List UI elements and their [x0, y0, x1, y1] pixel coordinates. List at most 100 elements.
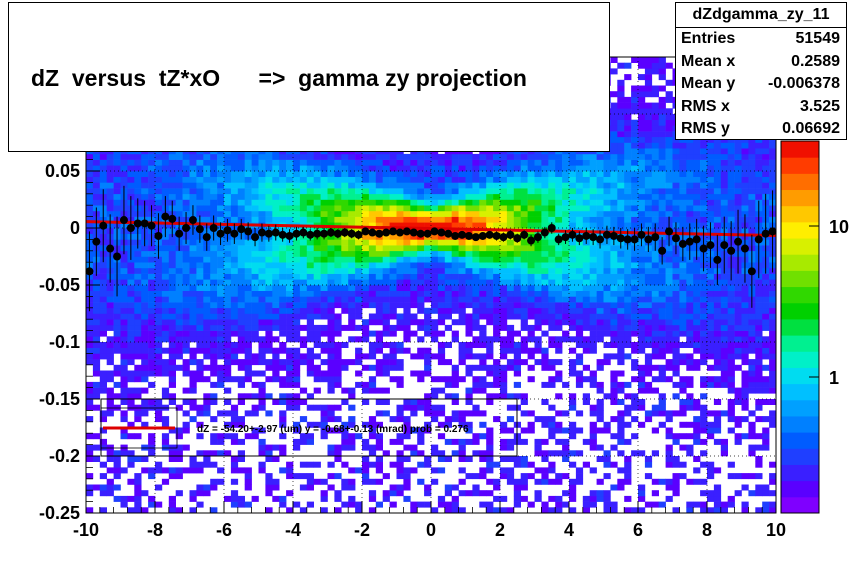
heatmap-cell — [99, 484, 107, 491]
heatmap-cell — [120, 501, 128, 508]
heatmap-cell — [299, 416, 308, 423]
heatmap-cell — [610, 330, 618, 337]
heatmap-cell — [610, 279, 618, 286]
heatmap-cell — [500, 279, 508, 286]
heatmap-cell — [548, 433, 556, 440]
heatmap-cell — [299, 302, 308, 309]
heatmap-cell — [410, 319, 418, 326]
heatmap-cell — [486, 256, 494, 263]
heatmap-cell — [134, 285, 142, 291]
heatmap-cell — [313, 376, 321, 383]
heatmap-cell — [210, 319, 218, 326]
heatmap-cell — [431, 256, 439, 263]
heatmap-cell — [665, 444, 673, 451]
heatmap-cell — [548, 302, 556, 309]
heatmap-cell — [493, 222, 501, 229]
heatmap-cell — [638, 324, 646, 331]
heatmap-cell — [444, 250, 452, 257]
heatmap-cell — [631, 119, 639, 126]
heatmap-cell — [665, 165, 673, 172]
heatmap-cell — [437, 239, 446, 246]
heatmap-cell — [182, 410, 190, 417]
heatmap-cell — [638, 108, 646, 115]
heatmap-cell — [327, 250, 335, 257]
heatmap-cell — [375, 467, 383, 474]
heatmap-cell — [127, 342, 135, 348]
heatmap-cell — [575, 193, 584, 200]
heatmap-cell — [258, 319, 266, 326]
heatmap-cell — [617, 62, 625, 69]
heatmap-cell — [306, 285, 314, 291]
heatmap-cell — [375, 216, 383, 223]
heatmap-cell — [134, 370, 142, 377]
heatmap-cell — [437, 376, 446, 383]
heatmap-cell — [644, 256, 653, 263]
heatmap-cell — [286, 216, 294, 223]
heatmap-cell — [265, 484, 273, 491]
heatmap-cell — [555, 307, 563, 314]
heatmap-cell — [334, 359, 342, 366]
heatmap-cell — [493, 416, 501, 423]
heatmap-cell — [451, 222, 459, 229]
heatmap-cell — [237, 336, 245, 343]
heatmap-cell — [286, 176, 294, 183]
heatmap-cell — [224, 495, 232, 502]
heatmap-cell — [520, 285, 528, 291]
heatmap-cell — [424, 296, 432, 303]
heatmap-cell — [224, 324, 232, 331]
heatmap-cell — [313, 245, 321, 252]
heatmap-cell — [500, 313, 508, 320]
heatmap-cell — [168, 267, 176, 274]
heatmap-cell — [410, 171, 418, 177]
heatmap-cell — [182, 319, 190, 326]
heatmap-cell — [638, 165, 646, 172]
heatmap-cell — [279, 359, 287, 366]
heatmap-cell — [244, 433, 252, 440]
heatmap-cell — [168, 188, 176, 195]
heatmap-cell — [265, 359, 273, 366]
heatmap-cell — [582, 461, 590, 468]
heatmap-cell — [389, 245, 397, 252]
heatmap-cell — [258, 461, 266, 468]
heatmap-cell — [217, 347, 225, 354]
heatmap-cell — [541, 153, 549, 160]
heatmap-cell — [582, 296, 590, 303]
heatmap-cell — [603, 193, 611, 200]
heatmap-cell — [651, 307, 659, 314]
heatmap-cell — [569, 421, 577, 428]
heatmap-cell — [148, 336, 156, 343]
heatmap-cell — [541, 262, 549, 269]
heatmap-cell — [548, 188, 556, 195]
heatmap-cell — [610, 188, 618, 195]
heatmap-cell — [327, 256, 335, 263]
heatmap-cell — [368, 193, 377, 200]
heatmap-cell — [479, 262, 487, 269]
heatmap-cell — [651, 336, 659, 343]
heatmap-cell — [382, 359, 390, 366]
heatmap-cell — [500, 444, 508, 451]
heatmap-cell — [479, 313, 487, 320]
heatmap-cell — [396, 319, 404, 326]
heatmap-cell — [286, 319, 294, 326]
heatmap-cell — [196, 370, 204, 377]
heatmap-cell — [658, 153, 666, 160]
heatmap-cell — [520, 438, 528, 445]
heatmap-cell — [424, 250, 432, 257]
heatmap-cell — [624, 210, 632, 217]
heatmap-cell — [306, 210, 314, 217]
heatmap-cell — [617, 307, 625, 314]
heatmap-cell — [396, 438, 404, 445]
heatmap-cell — [251, 267, 259, 274]
heatmap-cell — [244, 285, 252, 291]
heatmap-cell — [513, 490, 521, 497]
heatmap-cell — [279, 188, 287, 195]
heatmap-cell — [99, 416, 107, 423]
heatmap-cell — [444, 421, 452, 428]
heatmap-cell — [210, 364, 218, 371]
heatmap-cell — [286, 347, 294, 354]
heatmap-cell — [603, 245, 611, 252]
heatmap-cell — [424, 421, 432, 428]
heatmap-cell — [424, 313, 432, 320]
heatmap-cell — [196, 484, 204, 491]
heatmap-cell — [617, 285, 625, 291]
